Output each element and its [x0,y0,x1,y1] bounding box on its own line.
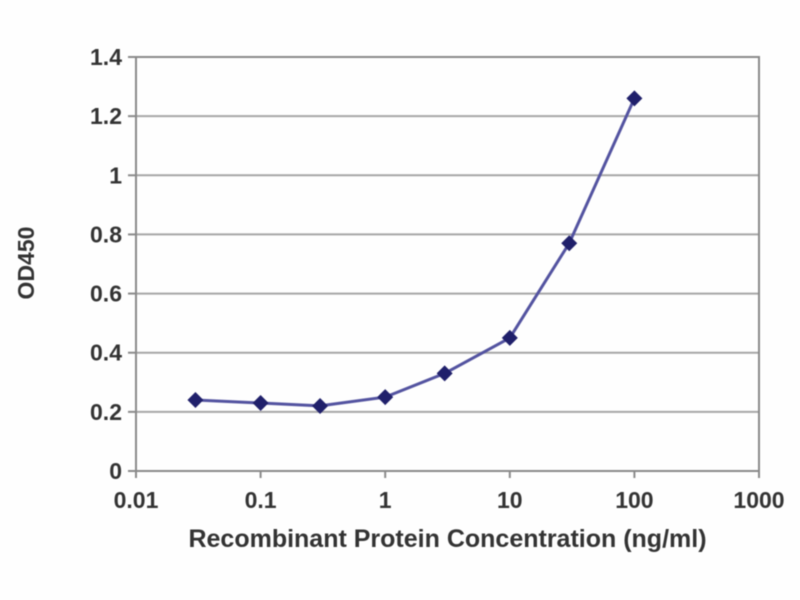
series-markers [187,90,643,414]
x-tick-label: 1 [379,487,392,513]
data-point [436,365,453,382]
y-axis-title: OD450 [13,227,39,300]
y-tick-label: 0.6 [90,281,122,307]
data-point [377,389,394,406]
series-line [193,96,636,408]
data-point [252,394,269,411]
x-tick-label: 0.1 [245,487,277,513]
y-tick-label: 1.4 [90,44,122,70]
x-tick-label: 0.01 [114,487,159,513]
y-tick-label: 1.2 [90,103,122,129]
y-tick-label: 0.2 [90,399,122,425]
data-point [187,392,204,409]
data-point [626,90,643,107]
x-axis-title: Recombinant Protein Concentration (ng/ml… [188,525,706,553]
data-point [312,397,329,414]
data-point [561,235,578,252]
x-tick-label: 100 [615,487,653,513]
data-point [501,329,518,346]
y-tick-labels: 0 0.2 0.4 0.6 0.8 1 1.2 1.4 [90,44,122,484]
x-tick-label: 10 [497,487,523,513]
y-gridlines [136,56,759,472]
x-tick-labels: 0.01 0.1 1 10 100 1000 [114,487,785,513]
y-tick-label: 0.8 [90,221,122,247]
y-tick-label: 1 [109,162,122,188]
x-tick-label: 1000 [733,487,784,513]
plot-frame [135,56,760,472]
y-tick-label: 0 [109,458,122,484]
y-tick-label: 0.4 [90,340,122,366]
axis-ticks [128,56,760,478]
